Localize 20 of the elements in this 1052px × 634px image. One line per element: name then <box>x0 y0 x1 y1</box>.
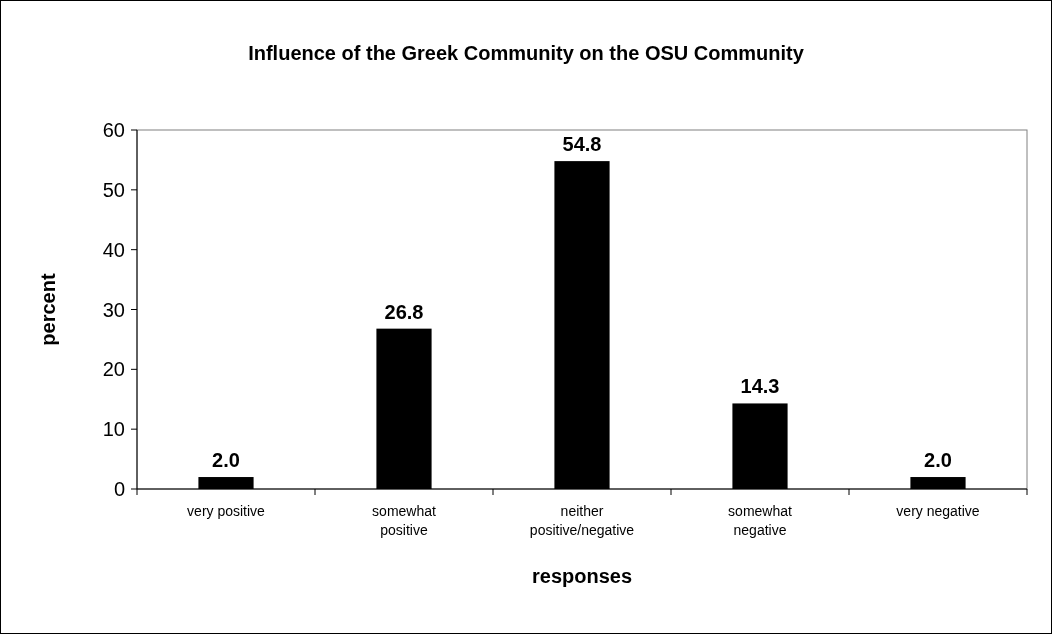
y-tick-label: 50 <box>102 178 125 201</box>
data-label: 2.0 <box>924 449 952 472</box>
x-tick-label: somewhat positive <box>372 503 437 538</box>
y-tick-label: 10 <box>102 418 125 441</box>
y-tick-label: 30 <box>102 298 125 321</box>
data-label: 26.8 <box>384 300 424 323</box>
y-tick-label: 20 <box>102 358 125 381</box>
x-tick-label: neither positive/negative <box>529 503 635 538</box>
data-label: 2.0 <box>212 449 240 472</box>
data-label: 14.3 <box>740 375 780 398</box>
y-axis-title: percent <box>37 273 59 346</box>
x-tick-label: very positive <box>187 503 266 519</box>
chart-title: Influence of the Greek Community on the OSU Community <box>248 42 805 64</box>
y-tick-label: 40 <box>102 238 125 261</box>
x-tick-label: somewhat negative <box>728 503 793 538</box>
x-tick-label: very negative <box>896 503 980 519</box>
data-label: 54.8 <box>562 133 602 156</box>
y-tick-label: 60 <box>102 119 125 141</box>
x-axis-title: responses <box>531 565 633 587</box>
y-tick-label: 0 <box>113 478 125 500</box>
